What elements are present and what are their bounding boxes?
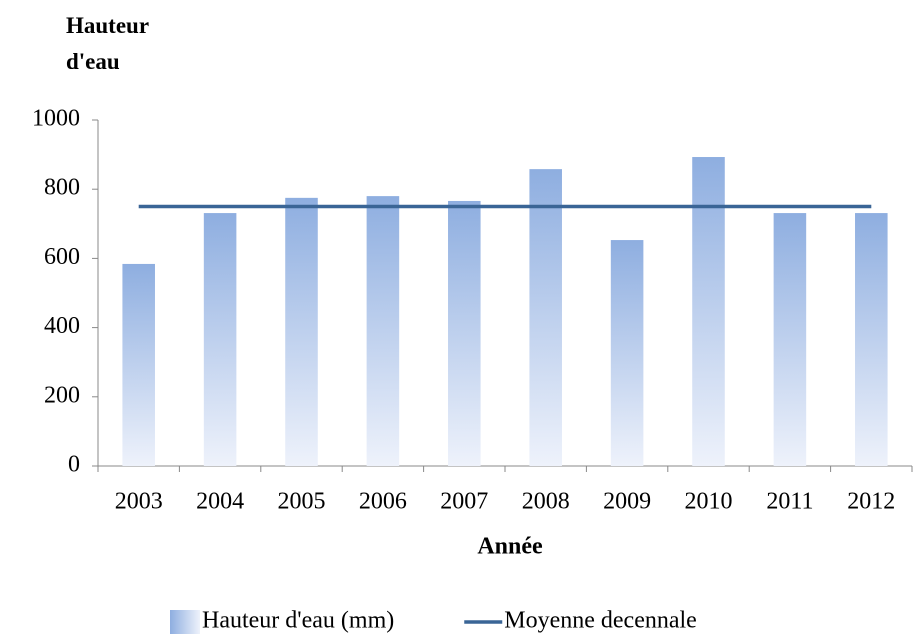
y-tick-label: 400 <box>44 313 80 339</box>
bar <box>366 196 400 466</box>
x-tick-label: 2010 <box>685 489 733 515</box>
bar <box>610 240 644 466</box>
bar <box>122 263 155 466</box>
x-tick-label: 2007 <box>440 489 488 515</box>
bar <box>529 169 562 466</box>
x-tick-label: 2012 <box>847 489 895 515</box>
bar <box>203 213 237 466</box>
x-axis-title: Année <box>477 534 543 560</box>
x-tick-label: 2008 <box>522 489 570 515</box>
x-tick-label: 2004 <box>196 489 244 515</box>
bar <box>855 213 888 466</box>
legend-swatch <box>170 610 200 634</box>
y-tick-label: 600 <box>44 244 80 270</box>
bar <box>692 157 725 466</box>
y-tick-label: 0 <box>68 452 80 478</box>
bar <box>773 213 807 466</box>
y-tick-label: 1000 <box>32 106 80 132</box>
x-tick-label: 2009 <box>603 489 651 515</box>
x-tick-label: 2003 <box>115 489 163 515</box>
y-axis-title: Hauteur d'eau <box>66 13 149 74</box>
y-tick-label: 800 <box>44 175 80 201</box>
bar <box>285 197 318 466</box>
x-tick-label: 2006 <box>359 489 407 515</box>
y-tick-label: 200 <box>44 382 80 408</box>
legend-label: Hauteur d'eau (mm) <box>202 608 394 634</box>
x-tick-label: 2011 <box>766 489 813 515</box>
x-tick-label: 2005 <box>278 489 326 515</box>
bar <box>448 200 481 467</box>
legend-label: Moyenne decennale <box>504 608 697 634</box>
